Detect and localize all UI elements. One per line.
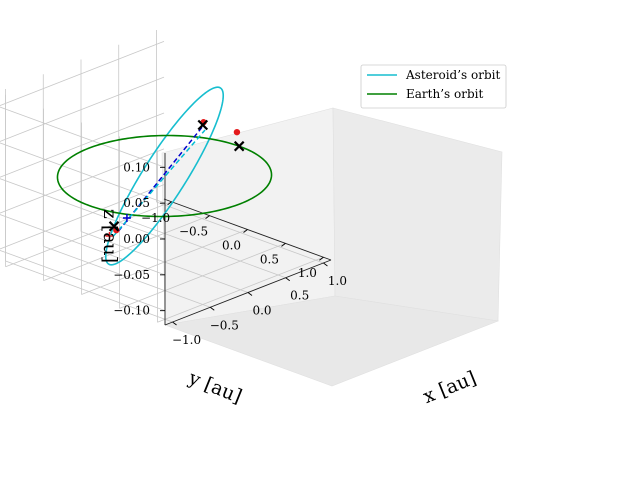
x-tick-label: 1.0 bbox=[328, 274, 347, 288]
legend-box bbox=[360, 64, 507, 109]
y-tick bbox=[319, 256, 324, 261]
connector-line bbox=[118, 122, 207, 232]
red-point-marker bbox=[113, 226, 120, 234]
z-axis-label: z [au] bbox=[99, 209, 121, 263]
tick-labels: −1.0 −0.5 0.0 0.5 1.0 −1.0 −0.5 0.0 0.5 1.0 −0.10 −… bbox=[113, 160, 347, 347]
markers bbox=[105, 119, 245, 240]
cross-marker bbox=[197, 119, 209, 131]
gridline-left-z bbox=[0, 106, 166, 168]
connector-lines bbox=[112, 122, 207, 237]
z-tick-label: −0.10 bbox=[113, 304, 150, 318]
y-tick bbox=[205, 215, 210, 219]
z-tick-label: 0.00 bbox=[123, 232, 150, 246]
legend-label-earth: Earth’s orbit bbox=[406, 87, 483, 101]
gridline-floor-y bbox=[157, 256, 324, 323]
gridline-right-z bbox=[0, 148, 165, 214]
gridline-right-z bbox=[0, 112, 165, 178]
z-tick-label: 0.05 bbox=[123, 196, 150, 210]
gridline-left-z bbox=[0, 249, 166, 312]
earth-orbit-line bbox=[56, 134, 273, 218]
gridline-left-z bbox=[0, 142, 166, 204]
gridline-right-z bbox=[0, 40, 165, 106]
floor-pane bbox=[163, 295, 500, 387]
tick-marks bbox=[160, 166, 328, 326]
x-tick bbox=[172, 321, 177, 326]
cross-marker bbox=[233, 140, 245, 152]
y-tick-label: 0.5 bbox=[260, 252, 279, 266]
gridline-floor-y bbox=[43, 215, 210, 282]
gridline-right-z bbox=[0, 76, 165, 142]
x-tick-label: 0.5 bbox=[290, 289, 309, 303]
y-axis-label: y [au] bbox=[185, 367, 245, 408]
legend-label-asteroid: Asteroid’s orbit bbox=[405, 68, 500, 82]
y-tick bbox=[167, 201, 172, 206]
z-tick-label: 0.10 bbox=[123, 160, 150, 174]
z-tick-label: −0.05 bbox=[113, 268, 150, 282]
x-tick-label: 0.0 bbox=[252, 304, 271, 318]
x-tick bbox=[247, 292, 253, 296]
x-tick-label: −0.5 bbox=[210, 318, 239, 332]
cross-marker bbox=[108, 221, 120, 232]
connector-line bbox=[112, 129, 206, 237]
x-tick bbox=[323, 262, 328, 267]
y-tick-label: 0.0 bbox=[222, 239, 241, 253]
gridline-floor-y bbox=[119, 242, 286, 309]
y-tick bbox=[243, 229, 248, 233]
back-right-pane bbox=[332, 107, 503, 322]
y-tick-label: 1.0 bbox=[298, 266, 317, 280]
gridline-left-z bbox=[0, 214, 166, 276]
gridline-left-z bbox=[0, 178, 166, 240]
gridline-right-z bbox=[0, 184, 165, 250]
legend: Asteroid’s orbit Earth’s orbit bbox=[360, 64, 507, 109]
y-tick-label: −1.0 bbox=[141, 211, 170, 225]
x-tick-label: −1.0 bbox=[172, 333, 201, 347]
y-tick bbox=[281, 243, 286, 247]
gridline-floor-y bbox=[81, 229, 248, 295]
red-point-marker bbox=[233, 128, 241, 136]
x-tick bbox=[210, 306, 215, 311]
y-tick-label: −0.5 bbox=[179, 225, 208, 239]
x-tick bbox=[285, 277, 290, 282]
x-axis-label: x [au] bbox=[420, 367, 479, 408]
gridline-floor-y bbox=[5, 201, 172, 268]
gridlines bbox=[0, 29, 324, 323]
